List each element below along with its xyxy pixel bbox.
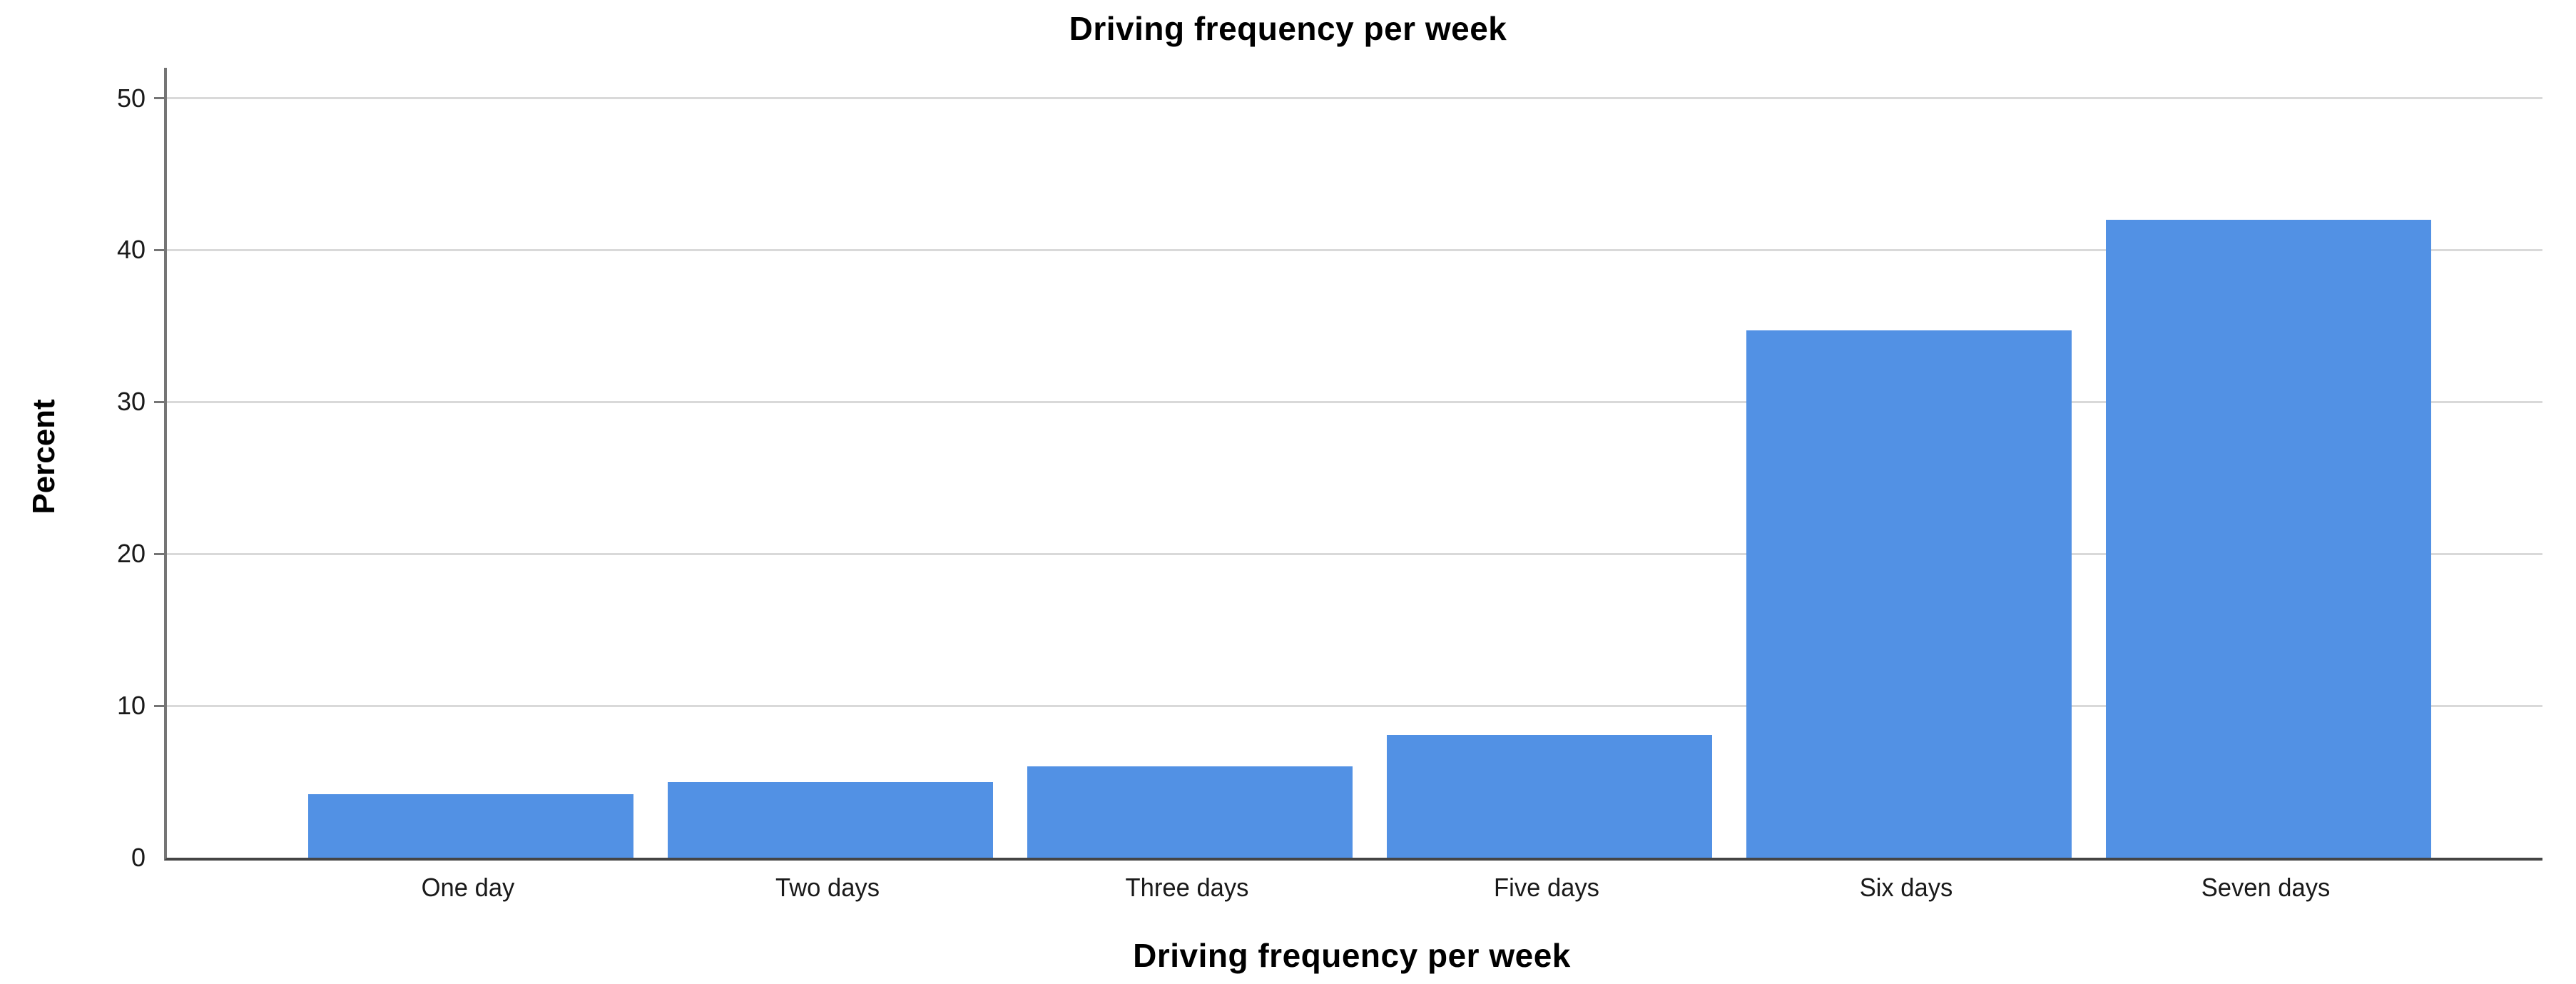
y-tick-label-30: 30 [116, 387, 146, 417]
y-tick-50 [154, 97, 164, 100]
y-tick-label-0: 0 [131, 843, 146, 872]
category-label-five-days: Five days [1494, 873, 1599, 902]
y-tick-label-20: 20 [116, 539, 146, 569]
y-gridline-50 [167, 97, 2542, 100]
y-tick-20 [154, 552, 164, 555]
y-gridline-20 [167, 552, 2542, 555]
y-gridline-30 [167, 400, 2542, 403]
y-gridline-40 [167, 248, 2542, 251]
category-label-six-days: Six days [1859, 873, 1953, 902]
y-tick-40 [154, 248, 164, 251]
bar-two-days [668, 781, 993, 858]
y-axis-title: Percent [26, 399, 61, 514]
category-label-one-day: One day [421, 873, 515, 902]
y-tick-label-10: 10 [116, 691, 146, 721]
bar-five-days [1387, 734, 1712, 858]
plot-area: 0 10 20 30 40 50 [117, 68, 2542, 872]
x-axis-title: Driving frequency per week [1133, 937, 1571, 974]
chart-title: Driving frequency per week [1069, 10, 1507, 47]
bar-seven-days [2106, 219, 2431, 858]
y-tick-label-50: 50 [116, 83, 146, 113]
y-gridline-10 [167, 704, 2542, 707]
category-label-three-days: Three days [1125, 873, 1249, 902]
bar-three-days [1027, 766, 1353, 858]
bar-six-days [1746, 330, 2072, 858]
y-tick-label-40: 40 [116, 235, 146, 265]
category-label-seven-days: Seven days [2201, 873, 2331, 902]
bar-one-day [308, 793, 633, 858]
y-tick-10 [154, 704, 164, 707]
y-tick-30 [154, 400, 164, 403]
category-label-two-days: Two days [775, 873, 880, 902]
